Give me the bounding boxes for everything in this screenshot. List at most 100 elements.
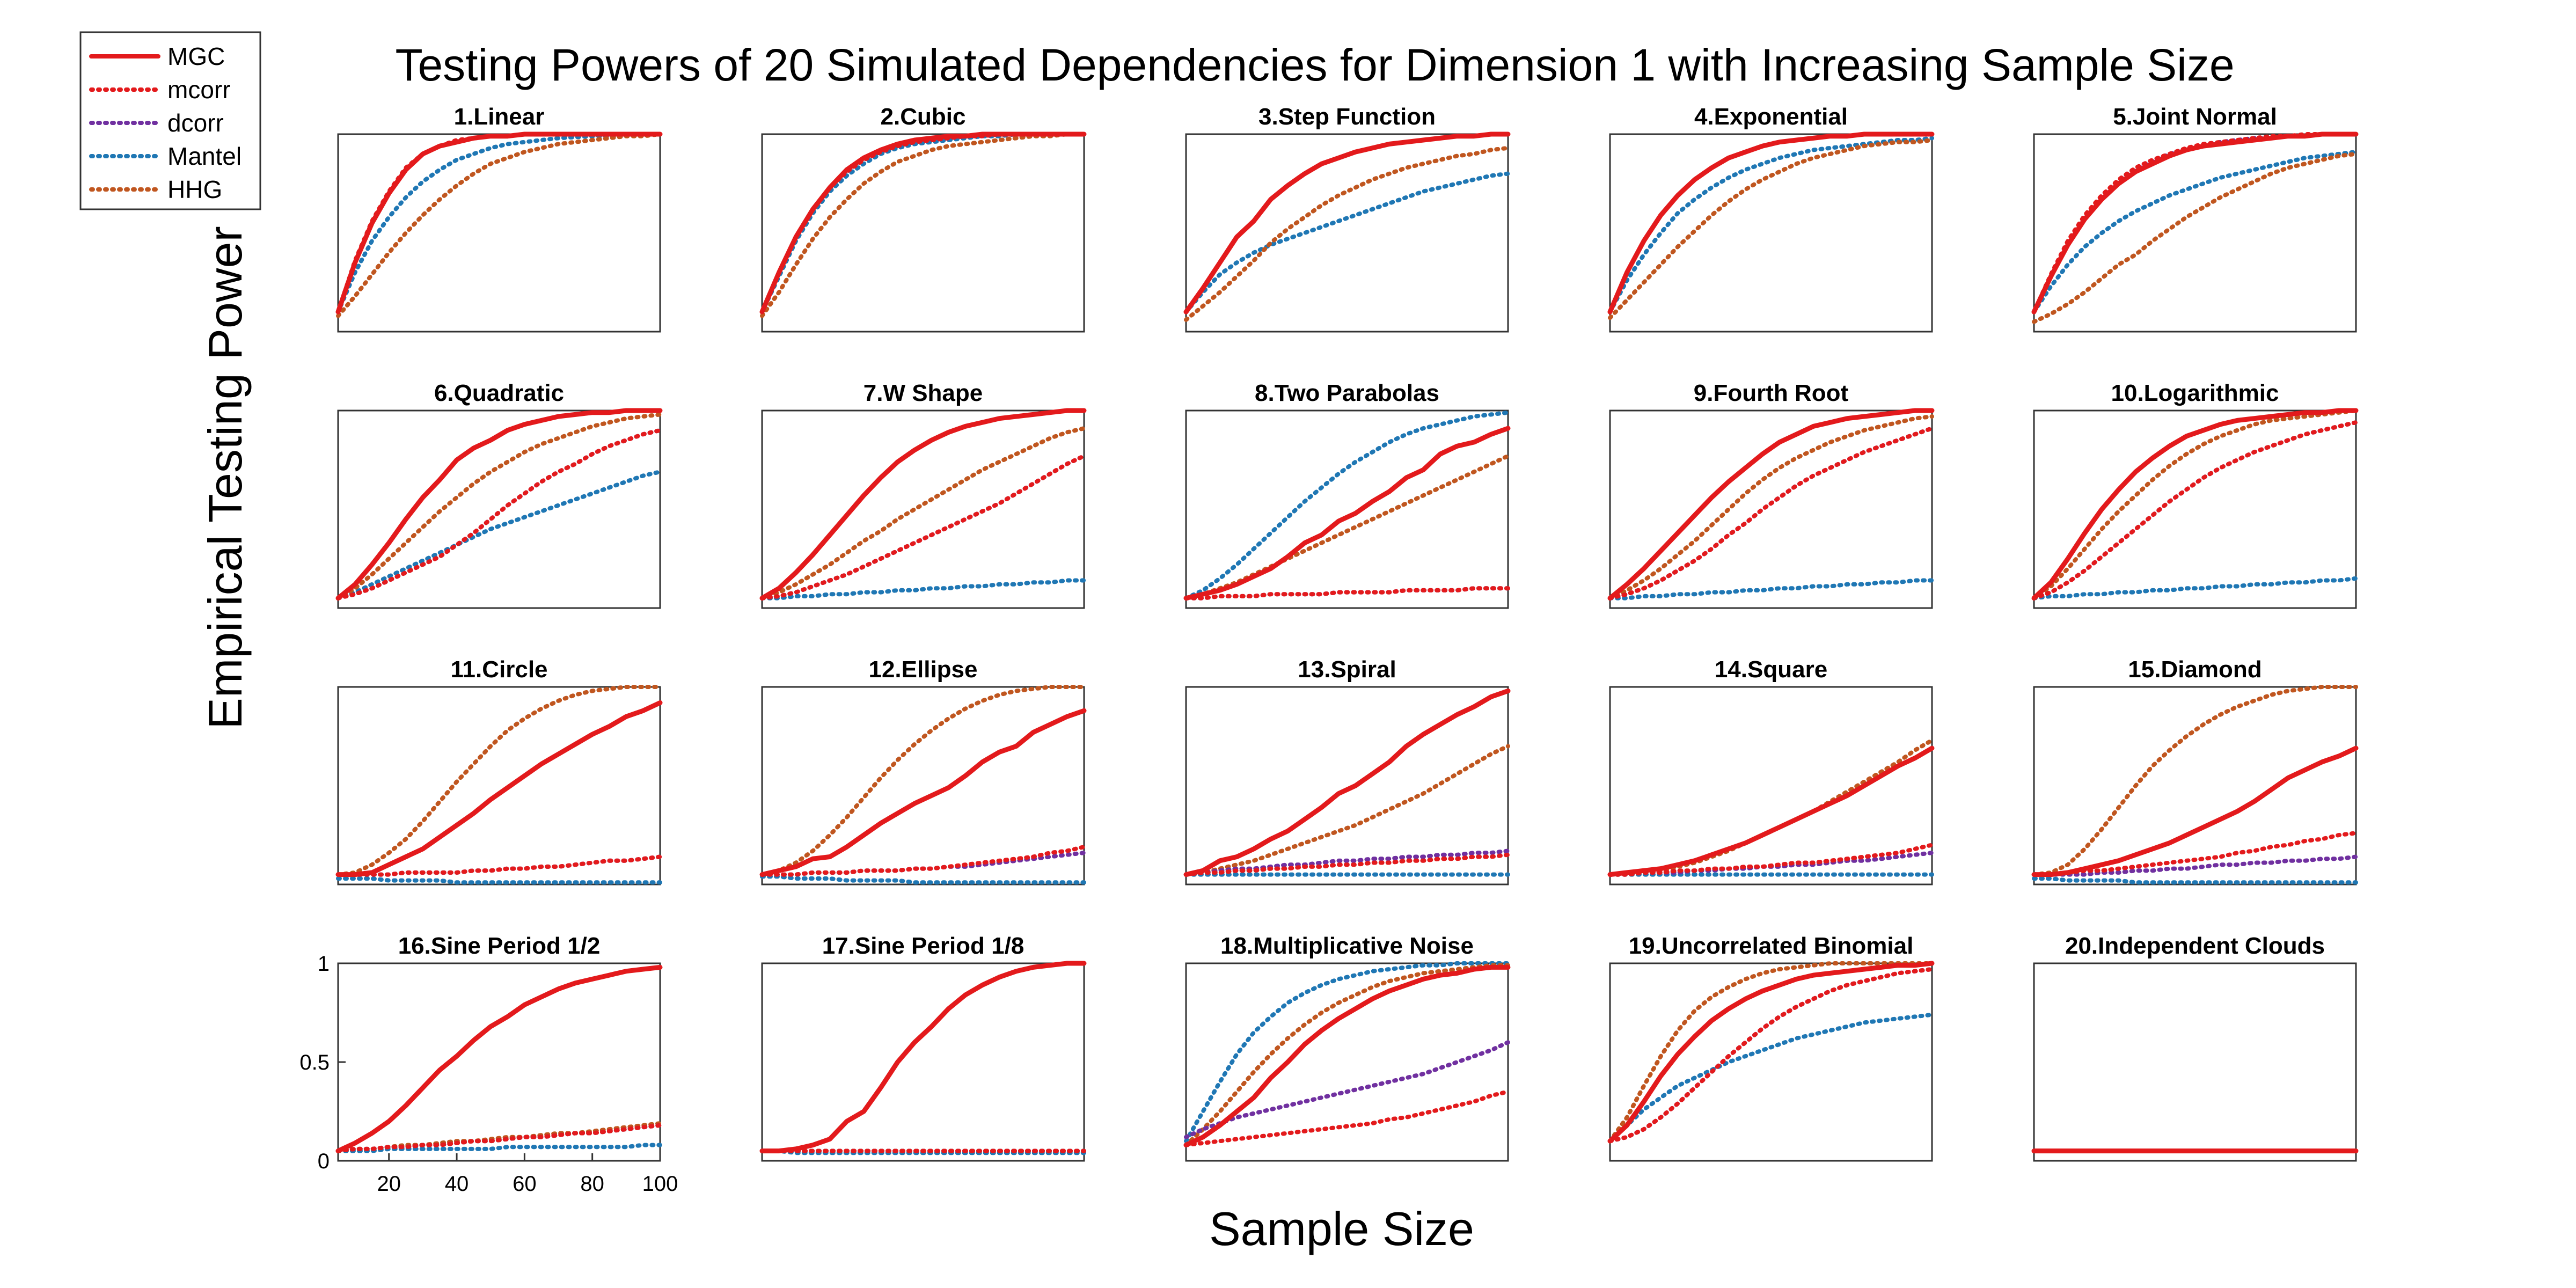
series-line-mcorr <box>1184 586 1510 601</box>
subplot-13: 13.Spiral <box>1183 656 1511 885</box>
series-line-mantel <box>336 876 662 885</box>
series-line-mantel <box>336 1143 662 1153</box>
subplot-title: 7.W Shape <box>863 380 983 406</box>
legend-label-mgc: MGC <box>167 42 225 70</box>
series-line-mantel <box>1184 171 1510 314</box>
series-line-mgc <box>1607 961 1935 1144</box>
series-line-mgc <box>1183 964 1511 1148</box>
series-line-mgc <box>335 131 663 314</box>
series-line-hhg <box>1608 414 1934 601</box>
series-line-mgc <box>1183 688 1511 877</box>
series-line-dcorr <box>1184 848 1510 877</box>
series-line-mcorr <box>1184 1089 1510 1147</box>
subplot-11: 11.Circle <box>335 656 663 885</box>
subplot-title: 3.Step Function <box>1258 104 1436 130</box>
subplot-1: 1.Linear <box>335 104 663 333</box>
subplot-17: 17.Sine Period 1/8 <box>759 933 1087 1162</box>
legend-label-mcorr: mcorr <box>167 76 231 104</box>
x-tick-label: 100 <box>642 1172 678 1196</box>
y-tick-label: 1 <box>318 952 330 976</box>
plot-frame <box>1185 409 1509 609</box>
y-tick-label: 0.5 <box>299 1051 330 1074</box>
subplot-title: 19.Uncorrelated Binomial <box>1629 933 1914 959</box>
series-line-mcorr <box>2032 420 2358 601</box>
series-line-mgc <box>2031 131 2359 314</box>
y-axis-label: Empirical Testing Power <box>199 226 252 729</box>
subplot-title: 14.Square <box>1715 656 1827 683</box>
subplot-4: 4.Exponential <box>1607 104 1935 333</box>
series-line-mcorr <box>760 453 1086 601</box>
series-line-mcorr <box>336 428 662 601</box>
series-line-mcorr <box>1184 852 1510 877</box>
plot-frame <box>761 686 1085 885</box>
subplot-3: 3.Step Function <box>1183 104 1511 333</box>
plot-frame <box>337 962 661 1162</box>
subplot-19: 19.Uncorrelated Binomial <box>1607 933 1935 1162</box>
series-line-mantel <box>760 874 1086 885</box>
series-line-hhg <box>1608 138 1934 320</box>
subplot-title: 8.Two Parabolas <box>1255 380 1439 406</box>
series-line-mantel <box>1184 410 1510 601</box>
plot-frame <box>2033 686 2357 885</box>
subplot-15: 15.Diamond <box>2031 656 2359 885</box>
subplot-9: 9.Fourth Root <box>1607 380 1935 609</box>
series-line-hhg <box>2032 408 2358 601</box>
series-line-mcorr <box>2032 831 2358 877</box>
subplot-6: 6.Quadratic <box>335 380 663 609</box>
series-line-mantel <box>1608 578 1934 601</box>
series-line-mantel <box>2032 876 2358 885</box>
subplot-grid: 1.Linear 2.Cubic 3.Step Function 4.Exponent… <box>299 104 2359 1196</box>
plot-frame <box>761 962 1085 1162</box>
legend: MGC mcorr dcorr Mantel HHG <box>79 31 261 210</box>
subplot-title: 17.Sine Period 1/8 <box>822 933 1024 959</box>
series-line-mantel <box>1184 961 1510 1144</box>
x-tick-label: 40 <box>445 1172 469 1196</box>
subplot-7: 7.W Shape <box>759 380 1087 609</box>
subplot-title: 5.Joint Normal <box>2113 104 2277 130</box>
plot-frame <box>1185 133 1509 333</box>
subplot-title: 6.Quadratic <box>434 380 564 406</box>
series-line-mgc <box>335 964 663 1154</box>
x-tick-label: 60 <box>513 1172 537 1196</box>
series-line-mgc <box>2031 408 2359 601</box>
x-tick-label: 80 <box>580 1172 604 1196</box>
series-line-hhg <box>2032 151 2358 324</box>
plot-frame <box>1609 686 1933 885</box>
series-line-mcorr <box>760 845 1086 877</box>
legend-label-hhg: HHG <box>167 175 222 203</box>
series-line-hhg <box>336 132 662 318</box>
series-line-mgc <box>335 408 663 601</box>
series-line-mgc <box>759 961 1087 1154</box>
subplot-title: 4.Exponential <box>1694 104 1848 130</box>
subplot-16: 16.Sine Period 1/2 0 0.5 1 20 40 60 80 100 <box>299 933 678 1196</box>
series-line-mantel <box>760 578 1086 601</box>
series-line-hhg <box>1184 744 1510 877</box>
series-line-mcorr <box>1608 843 1934 877</box>
plot-frame <box>761 409 1085 609</box>
series-line-mgc <box>1183 426 1511 601</box>
plot-frame <box>1185 686 1509 885</box>
subplot-title: 2.Cubic <box>881 104 966 130</box>
series-line-mgc <box>759 708 1087 877</box>
series-line-dcorr <box>1184 1040 1510 1139</box>
legend-label-dcorr: dcorr <box>167 109 224 137</box>
series-line-mgc <box>759 408 1087 601</box>
plot-frame <box>1609 133 1933 333</box>
x-axis-label: Sample Size <box>1209 1202 1474 1255</box>
chart-title: Testing Powers of 20 Simulated Dependenc… <box>395 40 2234 90</box>
subplot-title: 11.Circle <box>450 656 547 683</box>
series-line-hhg <box>336 685 662 877</box>
series-line-hhg <box>2032 685 2358 877</box>
series-line-mcorr <box>1608 426 1934 601</box>
plot-frame <box>2033 409 2357 609</box>
series-line-mcorr <box>336 1123 662 1153</box>
subplot-8: 8.Two Parabolas <box>1183 380 1511 609</box>
series-line-mantel <box>2032 150 2358 314</box>
series-line-hhg <box>1184 963 1510 1147</box>
subplot-5: 5.Joint Normal <box>2031 104 2359 333</box>
plot-frame <box>761 133 1085 333</box>
x-tick-label: 20 <box>377 1172 401 1196</box>
plot-frame <box>337 686 661 885</box>
series-line-mantel <box>2032 576 2358 601</box>
